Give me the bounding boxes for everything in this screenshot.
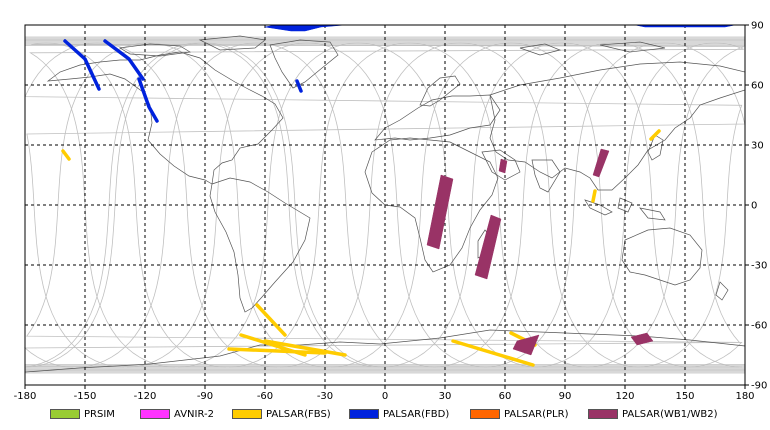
swath-track (255, 303, 287, 337)
graticule (25, 25, 745, 385)
legend-label: PRSIM (84, 408, 115, 420)
y-tick-label: -30 (751, 261, 767, 272)
x-tick-label: -180 (14, 391, 37, 400)
legend-swatch (50, 409, 80, 419)
legend-label: AVNIR-2 (174, 408, 214, 420)
swath-area (426, 174, 454, 250)
legend-item-prsim: PRSIM (50, 406, 115, 422)
observation-swaths (61, 24, 736, 367)
x-tick-label: 0 (382, 391, 388, 400)
y-tick-label: 30 (751, 141, 764, 152)
legend-label: PALSAR(FBS) (266, 408, 331, 420)
legend-swatch (140, 409, 170, 419)
world-map-chart: -180 -150 -120 -90 -60 -30 0 30 60 90 120 150 180 90… (14, 21, 768, 401)
legend-swatch (470, 409, 500, 419)
swath-track (63, 39, 101, 91)
legend-swatch (232, 409, 262, 419)
x-tick-label: 150 (675, 391, 694, 400)
x-tick-label: -60 (257, 391, 273, 400)
x-tick-label: -150 (74, 391, 97, 400)
x-tick-label: -120 (134, 391, 157, 400)
swath-track (61, 149, 71, 161)
swath-track (103, 39, 145, 81)
swath-track (263, 339, 347, 357)
legend-item-palsar-wb: PALSAR(WB1/WB2) (588, 406, 718, 422)
y-tick-label: 60 (751, 81, 764, 92)
legend-label: PALSAR(FBD) (383, 408, 450, 420)
legend-item-palsar-fbd: PALSAR(FBD) (349, 406, 449, 422)
swath-area (630, 332, 654, 346)
legend-item-palsar-plr: PALSAR(PLR) (470, 406, 568, 422)
swath-track (295, 79, 303, 93)
legend-label: PALSAR(PLR) (504, 408, 569, 420)
swath-track (227, 347, 327, 355)
swath-area (592, 148, 610, 178)
swath-track (591, 189, 597, 203)
legend: PRSIM AVNIR-2 PALSAR(FBS) PALSAR(FBD) PA… (0, 400, 770, 430)
map-area: -180 -150 -120 -90 -60 -30 0 30 60 90 120 150 180 90… (14, 21, 768, 401)
x-tick-label: 120 (615, 391, 634, 400)
swath-track (451, 339, 535, 367)
legend-swatch (588, 409, 618, 419)
x-tick-label: 90 (559, 391, 572, 400)
y-tick-label: 0 (751, 201, 757, 212)
x-tick-label: 60 (499, 391, 512, 400)
legend-item-avnir2: AVNIR-2 (140, 406, 214, 422)
x-tick-label: 30 (439, 391, 452, 400)
swath-track (649, 129, 661, 141)
swath-area (498, 158, 508, 174)
x-axis-ticks: -180 -150 -120 -90 -60 -30 0 30 60 90 120 150 180 (14, 385, 755, 400)
swath-track (137, 77, 159, 123)
y-tick-label: 90 (751, 21, 764, 32)
legend-label: PALSAR(WB1/WB2) (622, 408, 718, 420)
y-axis-ticks: 90 60 30 0 -30 -60 -90 (745, 21, 767, 392)
y-tick-label: -60 (751, 321, 767, 332)
legend-swatch (349, 409, 379, 419)
legend-item-palsar-fbs: PALSAR(FBS) (232, 406, 331, 422)
x-tick-label: -30 (317, 391, 333, 400)
y-tick-label: -90 (751, 381, 767, 392)
x-tick-label: 180 (735, 391, 754, 400)
swath-area (512, 334, 540, 356)
x-tick-label: -90 (197, 391, 213, 400)
coastline-outlines (24, 35, 746, 386)
swath-area (474, 214, 502, 280)
